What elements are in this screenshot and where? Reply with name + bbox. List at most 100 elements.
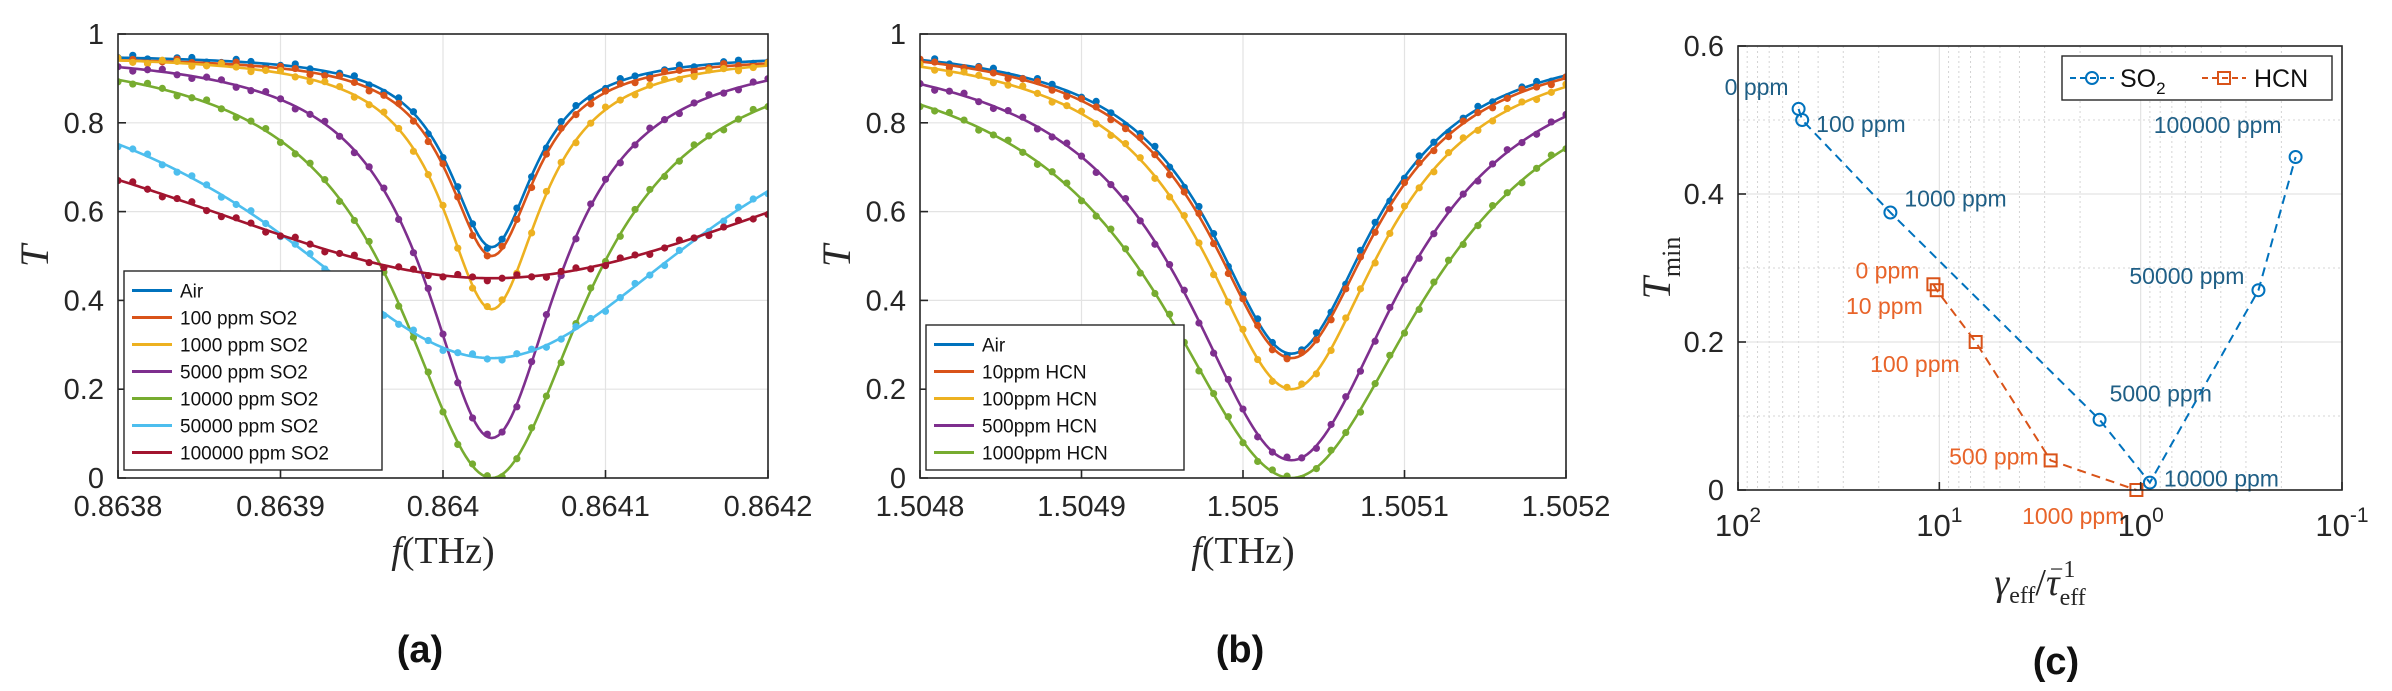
data-point — [306, 240, 314, 248]
data-point — [217, 105, 226, 113]
data-point — [1180, 188, 1188, 196]
data-point — [705, 66, 713, 74]
data-point — [557, 267, 565, 276]
data-point — [1459, 190, 1467, 198]
data-point — [1107, 116, 1115, 124]
data-point — [1077, 152, 1086, 160]
data-point — [262, 219, 270, 228]
data-point — [513, 215, 521, 224]
data-point — [1488, 117, 1497, 125]
data-point — [1107, 131, 1115, 140]
y-tick-label: 0.4 — [64, 285, 104, 317]
data-point — [1151, 142, 1159, 150]
data-point — [439, 346, 447, 355]
data-point — [409, 108, 418, 116]
data-point — [1533, 130, 1541, 138]
data-point — [749, 195, 757, 203]
data-point — [931, 107, 939, 115]
data-point — [1004, 74, 1012, 83]
data-point — [439, 201, 447, 209]
data-point — [1121, 194, 1130, 203]
data-point — [675, 75, 683, 83]
data-point — [1312, 336, 1321, 344]
data-point — [675, 61, 683, 69]
data-point — [158, 84, 166, 92]
data-point — [1474, 126, 1482, 134]
data-point — [705, 91, 713, 99]
data-point — [1298, 380, 1306, 388]
y-tick-label: 0.6 — [866, 197, 906, 229]
data-point — [528, 273, 536, 281]
data-point — [1386, 303, 1394, 312]
data-point — [439, 273, 447, 281]
data-point — [118, 78, 122, 86]
y-tick-label: 0.6 — [1684, 31, 1724, 63]
data-point — [306, 159, 314, 167]
data-point — [1474, 222, 1482, 230]
data-point — [542, 187, 551, 196]
data-point — [1077, 197, 1086, 205]
data-point — [276, 138, 285, 147]
data-point — [1474, 102, 1482, 110]
panel-a: 0.8638 0.8639 0.864 0.8641 0.8642 0 0.2 0.4 0.6 0… — [12, 19, 812, 671]
data-point — [439, 408, 447, 416]
data-point — [601, 103, 610, 111]
data-point — [395, 302, 403, 310]
data-point — [1430, 230, 1438, 238]
data-point — [764, 210, 768, 219]
data-point — [1533, 83, 1541, 91]
data-point — [1371, 259, 1379, 267]
data-point — [1400, 329, 1409, 337]
data-point — [572, 111, 580, 119]
data-point — [587, 265, 595, 273]
data-point — [118, 143, 122, 151]
point-label: 100000 ppm — [2154, 112, 2282, 138]
data-point — [1342, 428, 1350, 437]
data-point — [587, 314, 595, 323]
data-point — [660, 116, 669, 124]
data-point — [306, 77, 314, 86]
data-point — [173, 168, 181, 176]
data-point — [1547, 151, 1555, 159]
data-point — [675, 157, 683, 165]
data-point — [173, 57, 181, 66]
data-point — [1371, 337, 1379, 345]
data-point — [2092, 412, 2107, 427]
data-point — [764, 190, 768, 198]
data-point — [1268, 466, 1276, 474]
data-point — [409, 333, 418, 341]
data-point — [660, 75, 669, 83]
data-point — [1371, 228, 1379, 236]
data-point — [989, 69, 998, 77]
data-point — [409, 326, 418, 334]
data-point — [498, 356, 506, 364]
point-label: 50000 ppm — [2129, 263, 2244, 289]
panel-label: (c) — [2033, 641, 2079, 683]
data-point — [1488, 104, 1497, 112]
data-point — [690, 141, 698, 149]
data-point — [321, 72, 329, 80]
y-tick-label: 0.2 — [1684, 327, 1724, 359]
data-point — [365, 237, 373, 246]
data-point — [1371, 380, 1379, 388]
data-point — [1562, 145, 1566, 153]
data-point — [483, 430, 491, 438]
data-point — [321, 248, 329, 256]
data-point — [1254, 457, 1262, 466]
data-point — [675, 236, 683, 244]
data-point — [454, 379, 462, 387]
data-point — [1019, 75, 1027, 83]
data-point — [1298, 454, 1306, 462]
data-point — [1268, 448, 1276, 456]
data-point — [1019, 148, 1027, 156]
data-point — [513, 271, 521, 279]
data-point — [945, 69, 953, 77]
data-point — [129, 58, 137, 66]
data-point — [1547, 118, 1555, 126]
data-point — [409, 147, 418, 155]
data-point — [1444, 206, 1453, 214]
data-point — [1400, 202, 1409, 210]
data-point — [232, 214, 240, 222]
data-point — [749, 78, 757, 86]
data-point — [143, 185, 152, 193]
